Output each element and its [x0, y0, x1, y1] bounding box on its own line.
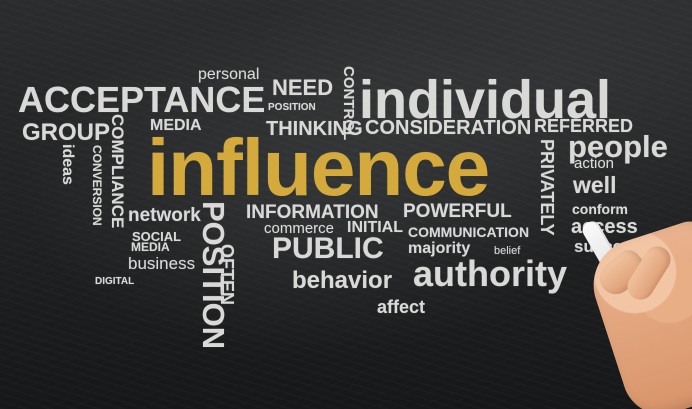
- word-access: access: [571, 216, 638, 238]
- word-communication: COMMUNICATION: [408, 224, 530, 240]
- word-position-small: POSITION: [268, 102, 316, 113]
- word-public: PUBLIC: [272, 232, 384, 265]
- word-business: business: [128, 254, 196, 273]
- word-need: NEED: [272, 75, 334, 100]
- word-initial: INITIAL: [347, 219, 403, 236]
- word-behavior: behavior: [292, 267, 393, 294]
- word-individual: individual: [359, 70, 612, 130]
- word-thinking: THINKING: [266, 118, 363, 140]
- word-authority: authority: [413, 253, 568, 294]
- word-influence: influence: [147, 123, 490, 212]
- word-belief: belief: [494, 245, 521, 257]
- word-majority: majority: [408, 240, 471, 257]
- word-often: OFTEN: [217, 244, 237, 305]
- word-group: GROUP: [22, 119, 111, 146]
- word-action: action: [574, 155, 615, 172]
- word-media-top: MEDIA: [150, 117, 202, 134]
- word-consideration: CONSIDERATION: [365, 117, 532, 139]
- word-conversion: CONVERSION: [90, 145, 104, 226]
- word-people: people: [568, 129, 668, 164]
- word-social: SOCIAL: [132, 229, 182, 244]
- word-compliance: COMPLIANCE: [108, 114, 127, 229]
- word-acceptance: ACCEPTANCE: [18, 79, 266, 120]
- word-commerce: commerce: [264, 220, 335, 237]
- word-success: success: [574, 237, 642, 256]
- word-referred: REFERRED: [534, 116, 634, 136]
- word-media-bottom: MEDIA: [131, 240, 170, 254]
- word-affect: affect: [377, 297, 426, 317]
- word-personal: personal: [198, 66, 260, 83]
- word-ideas: ideas: [59, 144, 76, 185]
- word-network: network: [128, 205, 201, 226]
- word-digital: DIGITAL: [95, 276, 135, 287]
- word-privately: PRIVATELY: [537, 139, 557, 236]
- word-powerful: POWERFUL: [403, 201, 512, 222]
- word-information: INFORMATION: [246, 202, 379, 223]
- word-conform: conform: [572, 201, 628, 217]
- word-well: well: [573, 172, 617, 198]
